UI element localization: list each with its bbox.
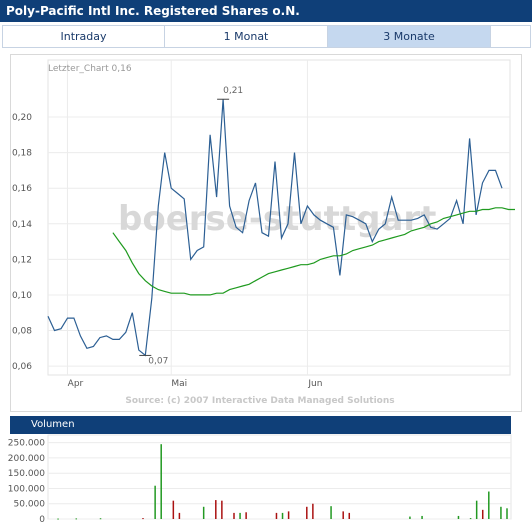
max-annotation: 0,21 xyxy=(223,86,243,96)
y-tick-label: 0,18 xyxy=(12,149,32,159)
volume-bar xyxy=(172,500,175,519)
min-annotation: 0,07 xyxy=(148,356,168,366)
volume-bar xyxy=(281,512,284,519)
tab-extra[interactable] xyxy=(490,25,531,48)
page-title: Poly-Pacific Intl Inc. Registered Shares… xyxy=(0,0,532,22)
average-line xyxy=(112,207,515,296)
volume-tick-label: 50.000 xyxy=(14,500,46,510)
plot-frame xyxy=(47,59,511,376)
volume-bar xyxy=(160,444,162,519)
volume-bar xyxy=(245,512,247,519)
y-tick-label: 0,08 xyxy=(12,327,32,337)
watermark: boerse-stuttgart xyxy=(118,199,436,239)
volume-bar xyxy=(142,518,144,520)
x-tick-label: Apr xyxy=(68,379,84,389)
volume-bar xyxy=(154,485,156,519)
volume-bar xyxy=(488,491,490,519)
volume-tick-label: 0 xyxy=(39,515,45,525)
price-chart-panel xyxy=(10,54,522,412)
volume-bar xyxy=(99,518,102,520)
volume-bar xyxy=(178,512,181,519)
y-tick-label: 0,14 xyxy=(12,220,32,230)
volume-bar xyxy=(481,509,484,519)
volume-bar xyxy=(221,500,223,519)
volume-bar xyxy=(57,518,59,520)
volume-bar xyxy=(457,515,460,519)
volume-tick-label: 200.000 xyxy=(8,454,45,464)
volume-bar xyxy=(75,518,78,520)
volume-frame xyxy=(47,434,512,520)
volume-bar xyxy=(421,515,423,519)
volume-header: Volumen xyxy=(10,416,511,434)
volume-bar xyxy=(306,506,308,519)
volume-bar xyxy=(239,512,241,519)
timeframe-tabs: Intraday 1 Monat 3 Monate xyxy=(2,25,532,48)
volume-bar xyxy=(215,500,217,519)
source-note: Source: (c) 2007 Interactive Data Manage… xyxy=(125,396,394,406)
volume-bar xyxy=(275,512,278,519)
y-tick-label: 0,12 xyxy=(12,255,32,265)
volume-bar xyxy=(475,500,478,519)
volume-tick-label: 100.000 xyxy=(8,484,45,494)
volume-bar xyxy=(312,503,314,519)
volume-tick-label: 250.000 xyxy=(8,439,45,449)
tab-3-monate[interactable]: 3 Monate xyxy=(327,25,491,48)
volume-bar xyxy=(233,512,235,519)
volume-bar xyxy=(469,518,472,520)
y-tick-label: 0,16 xyxy=(12,184,32,194)
y-tick-label: 0,20 xyxy=(12,113,32,123)
price-line xyxy=(47,99,503,357)
volume-bar xyxy=(202,506,205,519)
volume-bar xyxy=(409,516,411,519)
volume-bar xyxy=(506,508,508,519)
last-value-label: Letzter_Chart 0,16 xyxy=(48,64,132,74)
price-chart: boerse-stuttgart 0,06 0,08 0,10 0,12 0,14 0,1… xyxy=(12,59,515,406)
x-tick-label: Mai xyxy=(171,379,187,389)
volume-bar xyxy=(500,506,502,519)
y-tick-label: 0,10 xyxy=(12,291,32,301)
x-tick-label: Jun xyxy=(307,379,322,389)
volume-bar xyxy=(330,506,332,519)
y-tick-label: 0,06 xyxy=(12,362,32,372)
volume-bar xyxy=(348,512,351,519)
volume-bar xyxy=(287,511,290,519)
volume-bar xyxy=(342,511,344,519)
volume-tick-label: 150.000 xyxy=(8,469,45,479)
